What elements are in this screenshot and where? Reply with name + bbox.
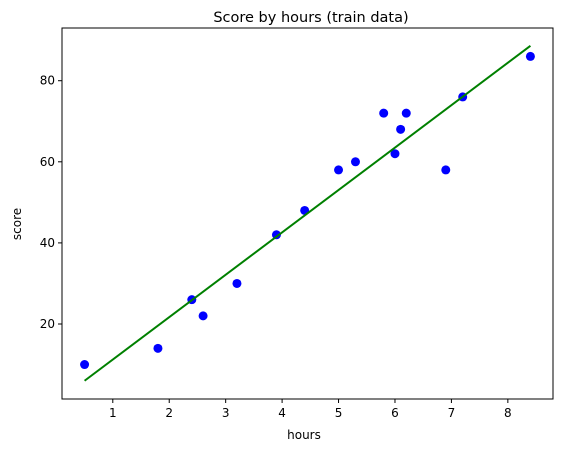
x-tick-label: 7 [448, 406, 456, 420]
y-axis-label: score [10, 208, 24, 240]
data-point [350, 157, 360, 167]
x-tick-label: 8 [504, 406, 512, 420]
y-tick-label: 20 [40, 317, 55, 331]
y-tick-label: 40 [40, 236, 55, 250]
data-point [153, 343, 163, 353]
data-point [334, 165, 344, 175]
x-tick-label: 6 [391, 406, 399, 420]
data-point [271, 230, 281, 240]
x-tick-label: 5 [335, 406, 343, 420]
plot-area [80, 45, 535, 382]
x-tick-label: 4 [278, 406, 286, 420]
data-point [401, 108, 411, 118]
x-tick-label: 2 [165, 406, 173, 420]
y-tick-label: 60 [40, 155, 55, 169]
data-point [390, 149, 400, 159]
y-axis: 20 40 60 80 [40, 74, 62, 331]
chart-title: Score by hours (train data) [213, 10, 408, 26]
y-tick-label: 80 [40, 74, 55, 88]
x-axis-label: hours [287, 428, 321, 442]
data-point [80, 360, 90, 370]
data-point [525, 51, 535, 61]
data-point [379, 108, 389, 118]
x-tick-label: 3 [222, 406, 230, 420]
x-tick-label: 1 [109, 406, 117, 420]
data-point [198, 311, 208, 321]
regression-line [83, 45, 532, 382]
plot-frame [61, 27, 554, 400]
data-point [441, 165, 451, 175]
x-axis: 1 2 3 4 5 6 7 8 [109, 399, 512, 420]
data-point [396, 124, 406, 134]
data-point [232, 278, 242, 288]
